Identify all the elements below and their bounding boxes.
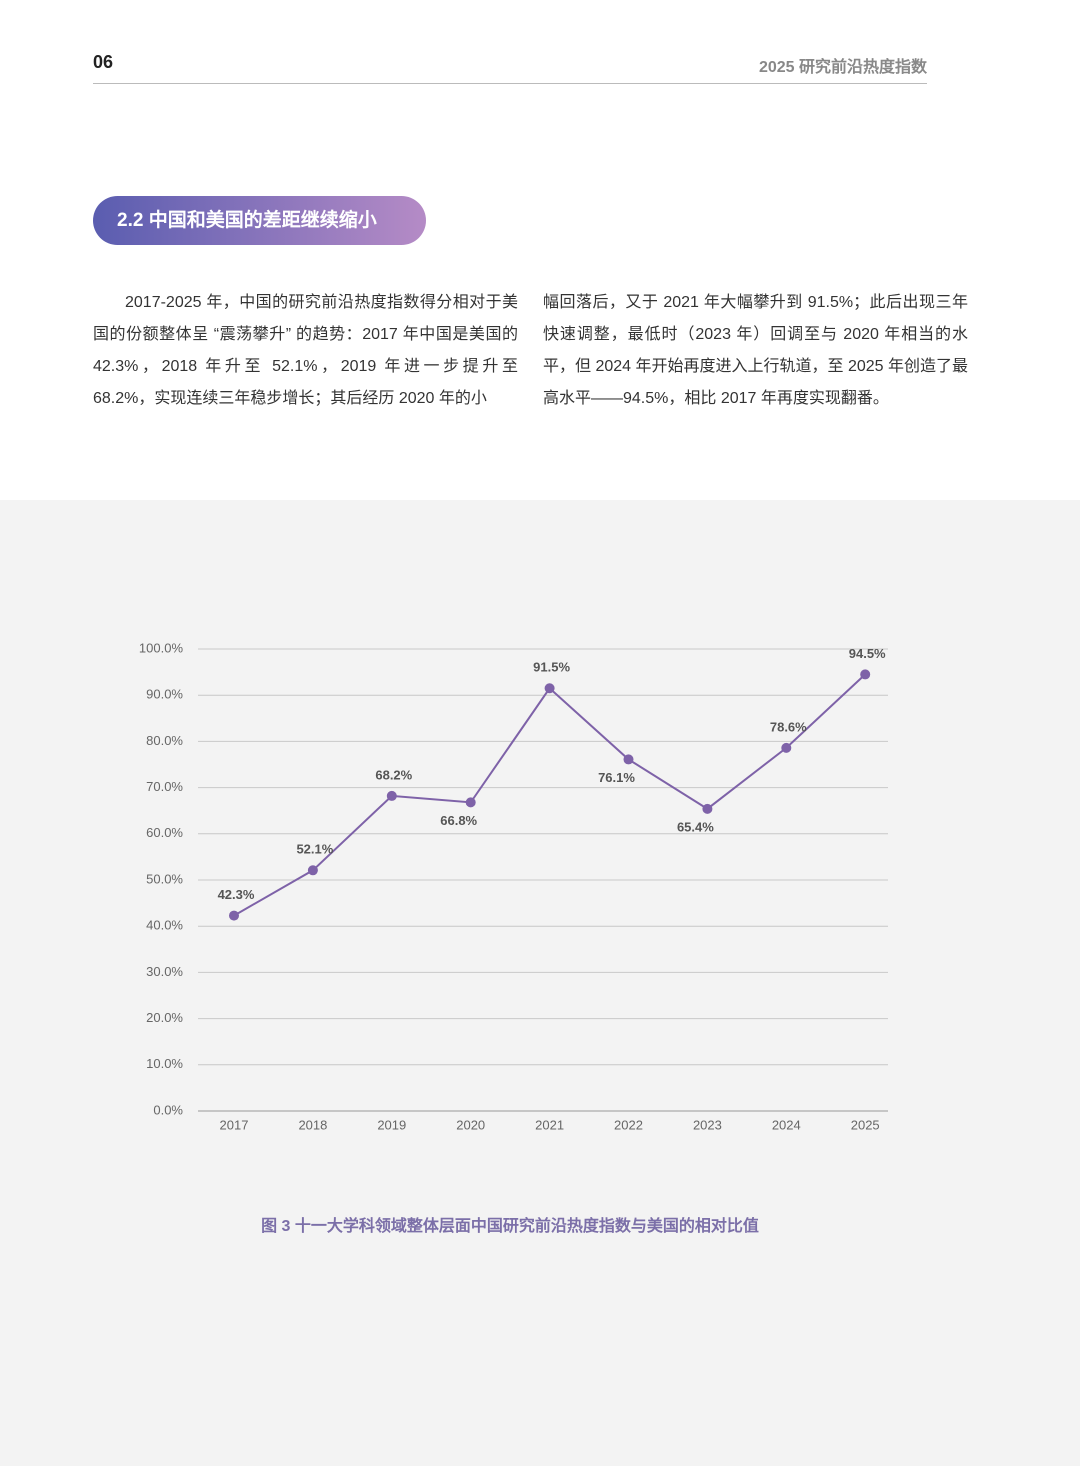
- y-tick-label: 90.0%: [146, 687, 183, 702]
- x-tick-label: 2021: [535, 1117, 564, 1132]
- page-number: 06: [93, 52, 114, 72]
- data-label: 68.2%: [375, 767, 412, 782]
- x-tick-label: 2024: [772, 1117, 801, 1132]
- data-label: 76.1%: [598, 770, 635, 785]
- y-tick-label: 10.0%: [146, 1056, 183, 1071]
- y-tick-label: 30.0%: [146, 964, 183, 979]
- chart-background: [0, 500, 1080, 1466]
- body-text: 2017-2025 年，中国的研究前沿热度指数得分相对于美国的份额整体呈 “震荡…: [93, 294, 518, 407]
- y-tick-label: 50.0%: [146, 871, 183, 886]
- data-point: [229, 910, 239, 921]
- data-label: 78.6%: [770, 719, 807, 734]
- x-tick-label: 2019: [377, 1117, 406, 1132]
- y-tick-label: 60.0%: [146, 825, 183, 840]
- x-tick-label: 2025: [851, 1117, 880, 1132]
- x-tick-label: 2022: [614, 1117, 643, 1132]
- body-text: 幅回落后，又于 2021 年大幅攀升到 91.5%；此后出现三年快速调整，最低时…: [543, 294, 968, 407]
- chart-caption: 图 3 十一大学科领域整体层面中国研究前沿热度指数与美国的相对比值: [261, 1218, 759, 1235]
- y-tick-label: 40.0%: [146, 918, 183, 933]
- data-point: [307, 865, 318, 876]
- data-label: 94.5%: [849, 646, 886, 661]
- data-label: 65.4%: [677, 819, 714, 834]
- data-label: 42.3%: [218, 887, 255, 902]
- x-tick-label: 2023: [693, 1117, 722, 1132]
- y-tick-label: 80.0%: [146, 733, 183, 748]
- y-tick-label: 0.0%: [153, 1102, 183, 1117]
- data-point: [781, 742, 792, 753]
- x-tick-label: 2020: [456, 1117, 485, 1132]
- data-point: [544, 683, 555, 694]
- x-tick-label: 2018: [298, 1117, 327, 1132]
- data-point: [860, 669, 871, 680]
- data-point: [386, 790, 397, 801]
- data-line: [233, 673, 866, 917]
- header-rule: [93, 83, 927, 84]
- data-point: [465, 797, 476, 808]
- y-tick-label: 20.0%: [146, 1010, 183, 1025]
- data-point: [702, 803, 713, 814]
- y-tick-label: 100.0%: [139, 640, 184, 655]
- data-label: 52.1%: [296, 842, 333, 857]
- data-label: 91.5%: [533, 660, 570, 675]
- x-tick-label: 2017: [220, 1117, 249, 1132]
- data-point: [623, 754, 634, 765]
- data-label: 66.8%: [440, 813, 477, 828]
- y-tick-label: 70.0%: [146, 779, 183, 794]
- header-title: 2025 研究前沿热度指数: [758, 59, 927, 76]
- section-title: 2.2 中国和美国的差距继续缩小: [93, 196, 426, 245]
